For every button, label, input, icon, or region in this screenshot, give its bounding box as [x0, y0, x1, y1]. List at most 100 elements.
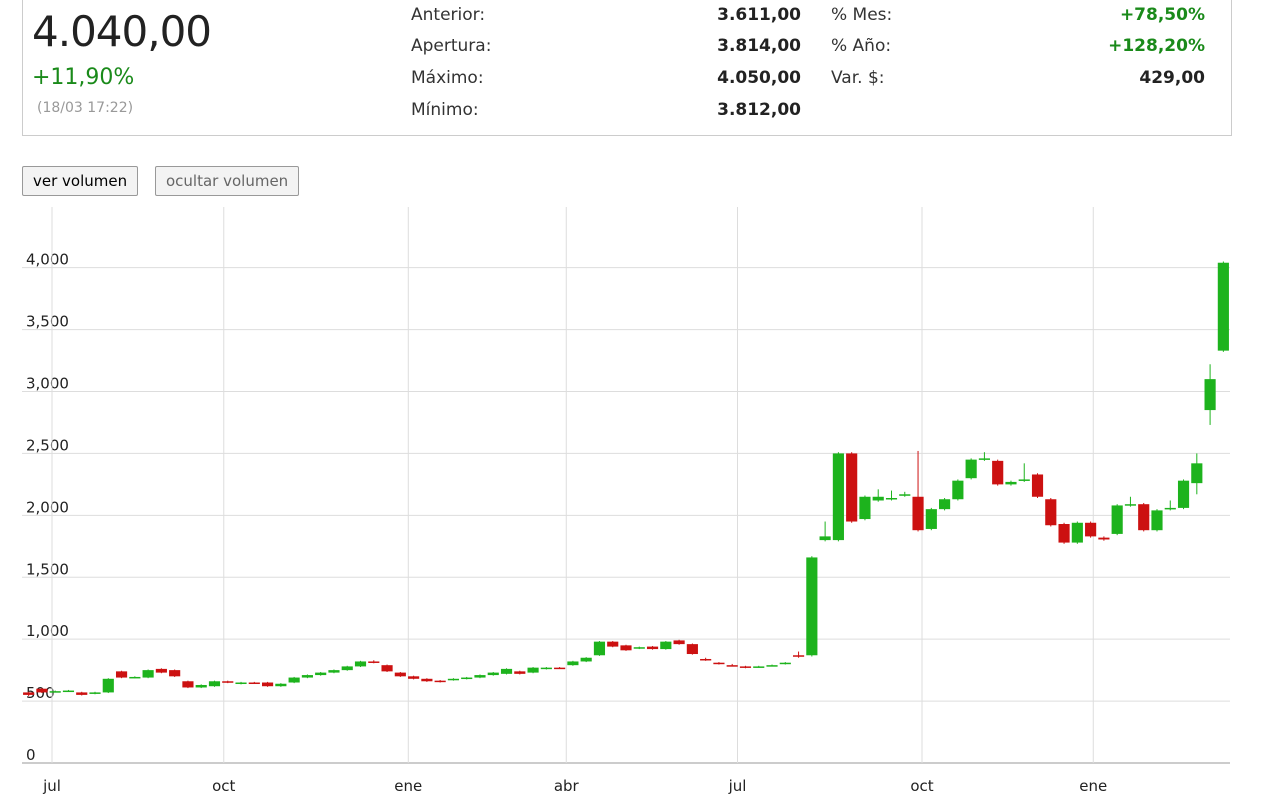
- candle-body: [315, 672, 327, 676]
- candle-body: [806, 557, 818, 656]
- candle-body: [992, 460, 1004, 485]
- candle-body: [713, 662, 725, 665]
- candle-body: [739, 666, 752, 668]
- candle-body: [978, 458, 990, 460]
- candle-body: [182, 681, 194, 688]
- candle-body: [1058, 524, 1070, 543]
- y-tick-label: 3,000: [26, 375, 69, 393]
- stat-value: 4.050,00: [717, 68, 801, 88]
- candle-body: [965, 459, 977, 479]
- candle-body: [447, 678, 460, 681]
- candle-body: [354, 661, 367, 667]
- candle-body: [1204, 379, 1216, 411]
- candle-body: [341, 666, 353, 671]
- candle-body: [89, 692, 101, 694]
- y-tick-label: 2,000: [26, 498, 69, 516]
- candle-body: [939, 499, 951, 510]
- x-tick-label: jul: [728, 777, 747, 795]
- candle-body: [1005, 481, 1017, 485]
- candle-body: [646, 646, 659, 650]
- candle-body: [421, 678, 433, 682]
- candle-body: [23, 692, 35, 695]
- stat-label: Máximo:: [411, 68, 484, 88]
- candle-body: [540, 667, 552, 670]
- button[interactable]: ver volumen: [22, 166, 139, 196]
- stat-value: 429,00: [1139, 68, 1205, 88]
- candle-body: [899, 494, 911, 496]
- candle-body: [607, 641, 619, 647]
- y-tick-label: 0: [26, 746, 36, 764]
- candle-body: [912, 496, 924, 531]
- x-tick-label: oct: [212, 777, 235, 795]
- candle-body: [275, 683, 287, 687]
- y-tick-label: 500: [26, 684, 55, 702]
- candle-body: [1217, 262, 1229, 351]
- candle-body: [1071, 522, 1083, 543]
- candle-body: [633, 647, 645, 649]
- candle-body: [819, 536, 831, 541]
- candle-body: [434, 680, 446, 683]
- candle-body: [235, 682, 247, 685]
- change: +11,90%: [32, 65, 135, 90]
- candle-body: [952, 480, 964, 500]
- candle-body: [62, 690, 75, 693]
- y-tick-label: 1,000: [26, 622, 69, 640]
- candle-body: [49, 691, 61, 693]
- candle-body: [1111, 505, 1123, 534]
- candle-body: [580, 657, 592, 662]
- candle-body: [500, 668, 513, 674]
- y-tick-label: 2,500: [26, 436, 69, 454]
- x-tick-label: abr: [554, 777, 580, 795]
- x-tick-label: ene: [1079, 777, 1107, 795]
- candle-body: [1151, 510, 1163, 531]
- stat-value: +78,50%: [1119, 5, 1205, 25]
- candle-body: [36, 688, 48, 693]
- price: 4.040,00: [32, 7, 212, 56]
- candle-body: [76, 692, 88, 695]
- candle-body: [660, 641, 672, 650]
- x-tick-label: ene: [394, 777, 422, 795]
- candle-body: [885, 498, 898, 500]
- candle-body: [474, 675, 486, 678]
- candle-body: [115, 671, 128, 678]
- candle-body: [872, 496, 884, 501]
- stat-label: Mínimo:: [411, 100, 479, 120]
- candle-body: [1164, 507, 1176, 510]
- stat-label: % Año:: [831, 36, 892, 56]
- candle-body: [527, 667, 539, 673]
- candle-body: [169, 670, 181, 677]
- candle-body: [1177, 480, 1190, 508]
- button[interactable]: ocultar volumen: [155, 166, 300, 196]
- candle-body: [686, 644, 698, 655]
- y-tick-label: 4,000: [26, 251, 69, 269]
- candle-body: [301, 675, 313, 678]
- stat-label: Anterior:: [411, 5, 486, 25]
- candle-body: [129, 676, 141, 679]
- x-tick-label: oct: [910, 777, 933, 795]
- x-tick-label: jul: [42, 777, 61, 795]
- candle-body: [620, 645, 632, 651]
- candle-body: [726, 665, 738, 667]
- candle-body: [753, 666, 765, 668]
- stat-label: % Mes:: [831, 5, 893, 25]
- candle-body: [673, 640, 685, 645]
- candle-body: [1098, 537, 1110, 540]
- candle-body: [381, 665, 393, 672]
- candle-body: [779, 662, 791, 665]
- candle-body: [1138, 504, 1150, 531]
- candle-body: [832, 453, 844, 541]
- candle-body: [195, 684, 207, 688]
- candle-body: [593, 641, 606, 656]
- candle-body: [222, 681, 234, 683]
- time: (18/03 17:22): [37, 100, 134, 116]
- candle-body: [1031, 474, 1044, 497]
- candle-body: [461, 677, 473, 680]
- candle-body: [1191, 463, 1203, 484]
- candle-body: [766, 665, 778, 667]
- candle-body: [262, 682, 274, 687]
- candle-body: [155, 668, 167, 673]
- candle-body: [700, 658, 712, 661]
- candle-body: [1018, 479, 1030, 481]
- stat-label: Apertura:: [411, 36, 492, 56]
